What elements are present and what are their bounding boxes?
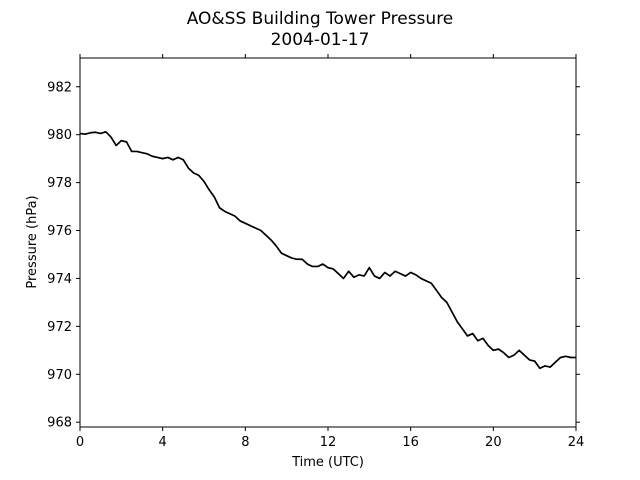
x-tick-label: 0 [76,435,84,450]
y-tick-label: 972 [47,320,72,335]
x-tick-label: 8 [241,435,249,450]
y-axis-ticks: 968 970 972 974 976 978 980 982 [47,80,580,431]
x-tick-label: 12 [320,435,337,450]
chart-subtitle: 2004-01-17 [271,30,370,50]
plot-frame [79,57,577,428]
y-tick-label: 980 [47,128,72,143]
y-tick-label: 970 [47,368,72,383]
pressure-series-line [79,130,576,370]
plot-area [80,58,576,427]
y-tick-label: 976 [47,224,72,239]
x-tick-label: 4 [159,435,167,450]
x-tick-label: 24 [568,435,585,450]
y-tick-label: 982 [47,80,72,95]
y-tick-label: 978 [47,176,72,191]
y-tick-label: 974 [47,272,72,287]
chart-title: AO&SS Building Tower Pressure [187,9,454,29]
x-axis-ticks: 0 4 8 12 16 20 24 [76,54,584,450]
x-axis-label: Time (UTC) [291,455,364,470]
y-axis-label: Pressure (hPa) [25,195,40,288]
y-tick-label: 968 [47,416,72,431]
x-tick-label: 20 [485,435,502,450]
x-tick-label: 16 [402,435,419,450]
